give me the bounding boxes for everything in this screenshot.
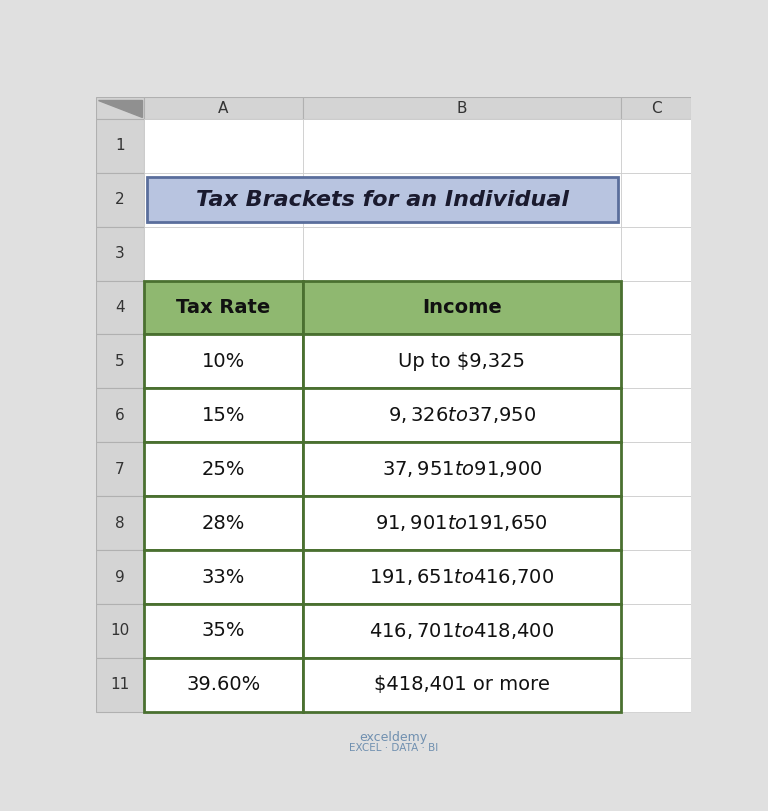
- Text: $37,951 to $91,900: $37,951 to $91,900: [382, 459, 542, 479]
- Bar: [96, 388, 144, 442]
- Text: 39.60%: 39.60%: [187, 676, 260, 694]
- Bar: [144, 281, 303, 334]
- Bar: [621, 388, 691, 442]
- Bar: [621, 496, 691, 550]
- Bar: [144, 119, 303, 173]
- Bar: [144, 281, 303, 334]
- Bar: [303, 550, 621, 604]
- Bar: [96, 442, 144, 496]
- Bar: [144, 658, 303, 712]
- Bar: [621, 119, 691, 173]
- Bar: [96, 604, 144, 658]
- Text: 25%: 25%: [202, 460, 245, 478]
- Text: 5: 5: [115, 354, 125, 369]
- Text: 15%: 15%: [202, 406, 245, 425]
- Bar: [96, 281, 144, 334]
- Bar: [144, 173, 303, 227]
- Bar: [96, 173, 144, 227]
- Bar: [96, 119, 144, 173]
- Bar: [303, 281, 621, 334]
- Bar: [144, 604, 303, 658]
- Text: 10%: 10%: [202, 352, 245, 371]
- Text: 2: 2: [115, 192, 125, 208]
- Text: Up to $9,325: Up to $9,325: [399, 352, 525, 371]
- Bar: [303, 658, 621, 712]
- Text: $91,901 to $191,650: $91,901 to $191,650: [376, 513, 548, 533]
- Text: 35%: 35%: [202, 621, 245, 641]
- Bar: [621, 442, 691, 496]
- Bar: [303, 388, 621, 442]
- Text: 11: 11: [111, 677, 130, 693]
- Bar: [303, 496, 621, 550]
- Text: exceldemy: exceldemy: [359, 731, 428, 744]
- Bar: [144, 442, 303, 496]
- Text: EXCEL · DATA · BI: EXCEL · DATA · BI: [349, 743, 439, 753]
- Text: 6: 6: [115, 408, 125, 423]
- Bar: [621, 97, 691, 119]
- Bar: [96, 227, 144, 281]
- Bar: [303, 496, 621, 550]
- Bar: [144, 334, 303, 388]
- Polygon shape: [98, 100, 142, 117]
- Bar: [621, 227, 691, 281]
- Bar: [144, 227, 303, 281]
- Text: 33%: 33%: [202, 568, 245, 586]
- Bar: [621, 173, 691, 227]
- Bar: [621, 658, 691, 712]
- Text: C: C: [650, 101, 661, 116]
- Bar: [144, 334, 303, 388]
- Bar: [96, 550, 144, 604]
- Bar: [147, 178, 617, 222]
- Bar: [96, 658, 144, 712]
- Bar: [144, 496, 303, 550]
- Text: $416,701 to $418,400: $416,701 to $418,400: [369, 621, 554, 641]
- Text: 8: 8: [115, 516, 125, 530]
- Bar: [303, 173, 621, 227]
- Text: $191,651 to $416,700: $191,651 to $416,700: [369, 567, 554, 587]
- Text: A: A: [218, 101, 229, 116]
- Bar: [621, 334, 691, 388]
- Bar: [144, 550, 303, 604]
- Bar: [303, 334, 621, 388]
- Bar: [303, 97, 621, 119]
- Text: 7: 7: [115, 461, 125, 477]
- Bar: [96, 97, 144, 119]
- Text: 28%: 28%: [202, 513, 245, 533]
- Bar: [144, 658, 303, 712]
- Text: 3: 3: [115, 246, 125, 261]
- Text: 9: 9: [115, 569, 125, 585]
- Text: $9,326 to $37,950: $9,326 to $37,950: [388, 406, 536, 425]
- Text: $418,401 or more: $418,401 or more: [374, 676, 550, 694]
- Bar: [621, 550, 691, 604]
- Bar: [303, 604, 621, 658]
- Bar: [303, 334, 621, 388]
- Bar: [144, 550, 303, 604]
- Bar: [303, 281, 621, 334]
- Bar: [144, 604, 303, 658]
- Text: 10: 10: [111, 624, 130, 638]
- Bar: [621, 281, 691, 334]
- Bar: [144, 496, 303, 550]
- Bar: [144, 442, 303, 496]
- Bar: [96, 496, 144, 550]
- Text: Tax Brackets for an Individual: Tax Brackets for an Individual: [196, 190, 569, 210]
- Bar: [303, 550, 621, 604]
- Bar: [303, 227, 621, 281]
- Text: Income: Income: [422, 298, 502, 317]
- Bar: [621, 604, 691, 658]
- Bar: [303, 604, 621, 658]
- Bar: [144, 388, 303, 442]
- Bar: [303, 442, 621, 496]
- Bar: [96, 334, 144, 388]
- Bar: [303, 119, 621, 173]
- Bar: [303, 388, 621, 442]
- Text: 1: 1: [115, 139, 125, 153]
- Bar: [303, 442, 621, 496]
- Bar: [303, 658, 621, 712]
- Bar: [144, 388, 303, 442]
- Text: B: B: [456, 101, 467, 116]
- Text: Tax Rate: Tax Rate: [177, 298, 270, 317]
- Text: 4: 4: [115, 300, 125, 315]
- Bar: [144, 97, 303, 119]
